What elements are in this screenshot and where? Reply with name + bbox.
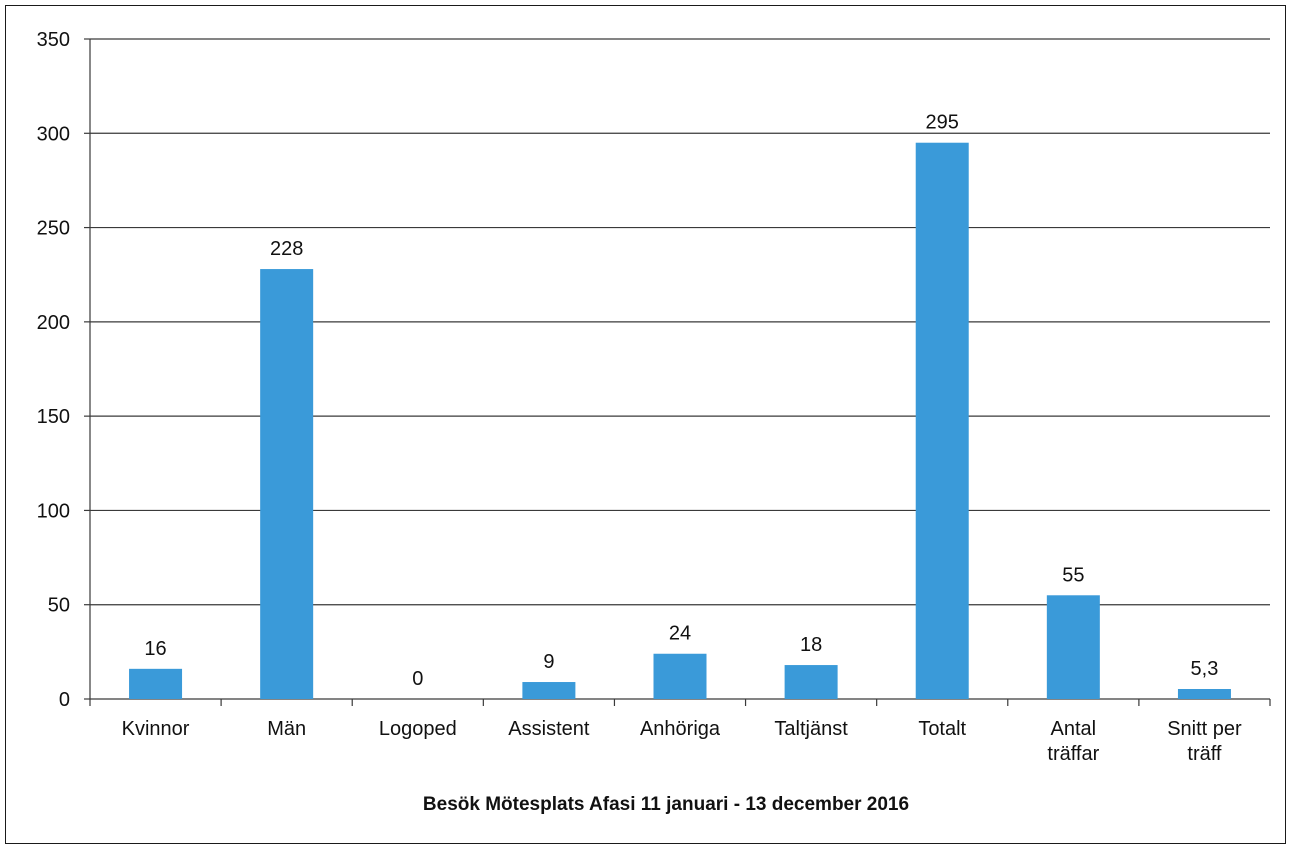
y-tick-label-50: 50 xyxy=(48,595,70,617)
bar-6 xyxy=(915,142,969,699)
category-label-2: Logoped xyxy=(379,718,457,740)
y-tick-label-100: 100 xyxy=(37,500,70,522)
data-label-5: 18 xyxy=(800,634,822,656)
data-label-2: 0 xyxy=(412,668,423,690)
bar-8 xyxy=(1177,689,1231,699)
bar-1 xyxy=(260,269,314,699)
data-label-3: 9 xyxy=(543,651,554,673)
category-label-1: Män xyxy=(267,718,306,740)
bar-5 xyxy=(784,665,838,699)
category-label-4: Anhöriga xyxy=(640,718,721,740)
y-tick-label-150: 150 xyxy=(37,406,70,428)
bar-7 xyxy=(1046,595,1100,699)
x-axis-title: Besök Mötesplats Afasi 11 januari - 13 d… xyxy=(423,794,909,815)
data-label-8: 5,3 xyxy=(1191,658,1219,680)
data-label-1: 228 xyxy=(270,238,303,260)
data-label-6: 295 xyxy=(926,112,959,134)
y-tick-label-0: 0 xyxy=(59,689,70,711)
category-label-3: Assistent xyxy=(508,718,590,740)
category-label-0: Kvinnor xyxy=(122,718,190,740)
bar-3 xyxy=(522,682,576,699)
category-label-5: Taltjänst xyxy=(774,718,848,740)
data-label-0: 16 xyxy=(144,638,166,660)
bar-0 xyxy=(129,668,183,699)
category-label-8: Snitt per träff xyxy=(1167,718,1242,765)
data-label-4: 24 xyxy=(669,623,691,645)
chart-frame xyxy=(5,5,1286,844)
category-label-6: Totalt xyxy=(918,718,966,740)
y-tick-label-250: 250 xyxy=(37,218,70,240)
y-tick-label-350: 350 xyxy=(37,29,70,51)
data-label-7: 55 xyxy=(1062,564,1084,586)
bar-4 xyxy=(653,653,707,699)
y-tick-label-300: 300 xyxy=(37,123,70,145)
category-label-7: Antal träffar xyxy=(1047,718,1099,765)
y-tick-label-200: 200 xyxy=(37,312,70,334)
